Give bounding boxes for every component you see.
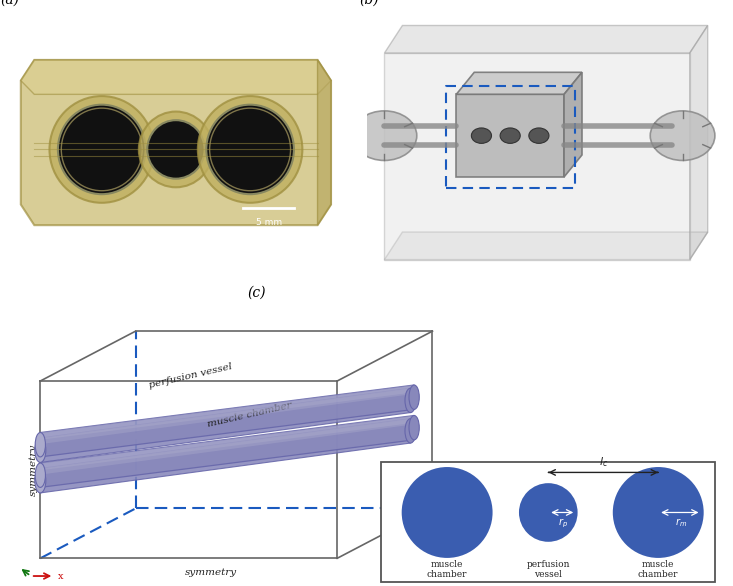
Ellipse shape (409, 415, 419, 440)
Text: $r_p$: $r_p$ (558, 516, 568, 530)
Text: $l_c$: $l_c$ (599, 455, 608, 469)
Polygon shape (690, 25, 707, 260)
Polygon shape (317, 60, 331, 225)
Circle shape (58, 105, 146, 194)
Ellipse shape (35, 469, 46, 493)
Text: perfusion vessel: perfusion vessel (148, 363, 233, 390)
Ellipse shape (35, 438, 46, 462)
Text: muscle chamber: muscle chamber (206, 401, 292, 430)
FancyBboxPatch shape (381, 462, 715, 581)
Circle shape (471, 128, 492, 144)
Text: (b): (b) (359, 0, 379, 6)
Ellipse shape (35, 432, 45, 457)
Polygon shape (40, 385, 414, 440)
Text: perfusion
vessel: perfusion vessel (526, 560, 570, 580)
Polygon shape (564, 72, 582, 177)
Text: $r_m$: $r_m$ (675, 516, 687, 529)
Text: symmetry: symmetry (29, 444, 37, 496)
Polygon shape (40, 415, 414, 471)
Polygon shape (40, 415, 414, 488)
Text: (a): (a) (1, 0, 20, 6)
Polygon shape (40, 385, 414, 457)
Circle shape (500, 128, 520, 144)
Circle shape (50, 96, 154, 203)
Circle shape (650, 111, 715, 161)
Circle shape (147, 120, 205, 179)
Polygon shape (21, 60, 331, 225)
Circle shape (528, 128, 549, 144)
Text: muscle
chamber: muscle chamber (427, 560, 468, 580)
Circle shape (139, 111, 213, 188)
Polygon shape (385, 232, 707, 260)
Polygon shape (456, 72, 582, 94)
Text: 5 mm: 5 mm (256, 218, 281, 227)
Text: symmetry: symmetry (185, 568, 237, 577)
Circle shape (198, 96, 303, 203)
Ellipse shape (35, 463, 45, 488)
Polygon shape (40, 418, 410, 475)
Polygon shape (385, 53, 690, 260)
Text: (c): (c) (247, 286, 266, 299)
Polygon shape (40, 388, 410, 444)
Text: muscle
chamber: muscle chamber (638, 560, 679, 580)
Ellipse shape (405, 418, 416, 443)
Ellipse shape (409, 385, 419, 410)
Polygon shape (385, 25, 707, 53)
Polygon shape (21, 60, 331, 94)
Polygon shape (456, 94, 564, 177)
Ellipse shape (402, 467, 493, 558)
Text: x: x (58, 571, 64, 581)
Circle shape (352, 111, 417, 161)
Polygon shape (40, 418, 410, 493)
Ellipse shape (613, 467, 704, 558)
Ellipse shape (405, 388, 416, 413)
Polygon shape (40, 388, 410, 462)
Circle shape (206, 105, 294, 194)
Ellipse shape (519, 483, 578, 542)
